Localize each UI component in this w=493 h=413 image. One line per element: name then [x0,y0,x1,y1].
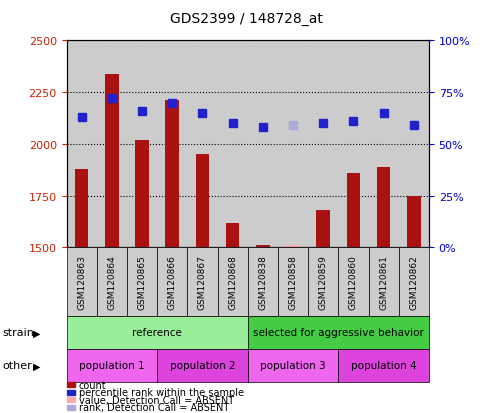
Text: rank, Detection Call = ABSENT: rank, Detection Call = ABSENT [79,402,229,412]
Text: population 1: population 1 [79,361,144,370]
Bar [135,140,149,248]
Text: value, Detection Call = ABSENT: value, Detection Call = ABSENT [79,395,234,405]
Text: GSM120860: GSM120860 [349,254,358,309]
Bar [308,41,338,248]
Text: GSM120838: GSM120838 [258,254,267,309]
Text: population 3: population 3 [260,361,326,370]
Bar [226,223,240,248]
Bar [157,41,187,248]
Text: percentile rank within the sample: percentile rank within the sample [79,387,244,397]
Text: count: count [79,380,106,390]
Bar [67,41,97,248]
Bar [127,41,157,248]
Text: GSM120866: GSM120866 [168,254,177,309]
Bar [256,246,270,248]
Text: selected for aggressive behavior: selected for aggressive behavior [253,328,424,337]
Text: ▶: ▶ [33,328,41,337]
Text: GSM120868: GSM120868 [228,254,237,309]
Text: population 2: population 2 [170,361,235,370]
Bar [75,169,88,248]
Text: GSM120861: GSM120861 [379,254,388,309]
Text: GSM120859: GSM120859 [318,254,328,309]
Text: GSM120865: GSM120865 [138,254,146,309]
Text: reference: reference [132,328,182,337]
Bar [286,246,300,248]
Bar [368,41,399,248]
Bar [377,167,390,248]
Text: population 4: population 4 [351,361,417,370]
Bar [399,41,429,248]
Bar [166,101,179,248]
Bar [278,41,308,248]
Bar [248,41,278,248]
Bar [187,41,217,248]
Bar [196,155,209,248]
Text: GSM120862: GSM120862 [409,254,419,309]
Text: GDS2399 / 148728_at: GDS2399 / 148728_at [170,12,323,26]
Text: other: other [2,361,32,370]
Bar [105,74,119,248]
Text: GSM120863: GSM120863 [77,254,86,309]
Bar [217,41,247,248]
Text: GSM120864: GSM120864 [107,254,116,309]
Text: GSM120867: GSM120867 [198,254,207,309]
Bar [338,41,368,248]
Bar [347,173,360,248]
Text: ▶: ▶ [33,361,41,370]
Text: GSM120858: GSM120858 [288,254,298,309]
Bar [407,196,421,248]
Text: strain: strain [2,328,35,337]
Bar [317,211,330,248]
Bar [97,41,127,248]
